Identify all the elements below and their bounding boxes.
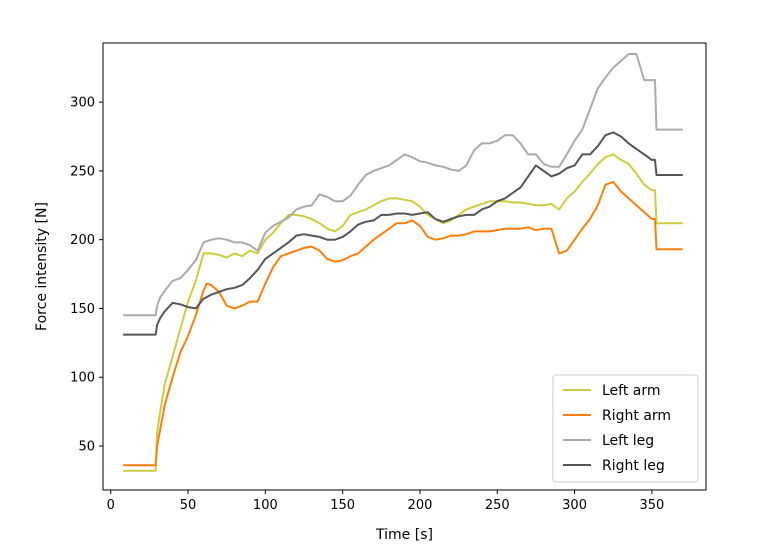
- legend-entry-label: Right leg: [602, 458, 665, 474]
- x-tick-label: 300: [562, 498, 587, 513]
- y-tick-label: 300: [70, 96, 95, 111]
- y-tick-label: 250: [70, 164, 95, 179]
- series-line-left-leg: [123, 53, 683, 317]
- x-tick-label: 200: [408, 498, 433, 513]
- x-tick-label: 250: [485, 498, 510, 513]
- legend-entry-label: Left arm: [602, 383, 661, 399]
- x-tick-label: 350: [639, 498, 664, 513]
- x-axis-label: Time [s]: [375, 527, 433, 543]
- axes-frame: [102, 42, 707, 491]
- series-line-left-arm: [123, 153, 683, 472]
- legend-entry-label: Right arm: [602, 408, 671, 424]
- y-axis: 50 100 150 200 250 300: [70, 96, 103, 454]
- y-tick-label: 150: [70, 302, 95, 317]
- x-tick-label: 0: [107, 498, 115, 513]
- x-tick-label: 150: [330, 498, 355, 513]
- y-tick-label: 50: [78, 439, 95, 454]
- x-tick-label: 100: [253, 498, 278, 513]
- y-tick-label: 200: [70, 233, 95, 248]
- legend: Left arm Right arm Left leg Right leg: [552, 374, 699, 483]
- series-line-right-leg: [123, 131, 683, 336]
- plot-area: [123, 53, 683, 472]
- y-axis-label: Force intensity [N]: [34, 202, 50, 331]
- legend-entry-label: Left leg: [602, 433, 654, 449]
- y-tick-label: 100: [70, 371, 95, 386]
- x-axis: 0 50 100 150 200 250 300 350: [107, 490, 664, 513]
- legend-box: [552, 374, 699, 483]
- x-tick-label: 50: [180, 498, 197, 513]
